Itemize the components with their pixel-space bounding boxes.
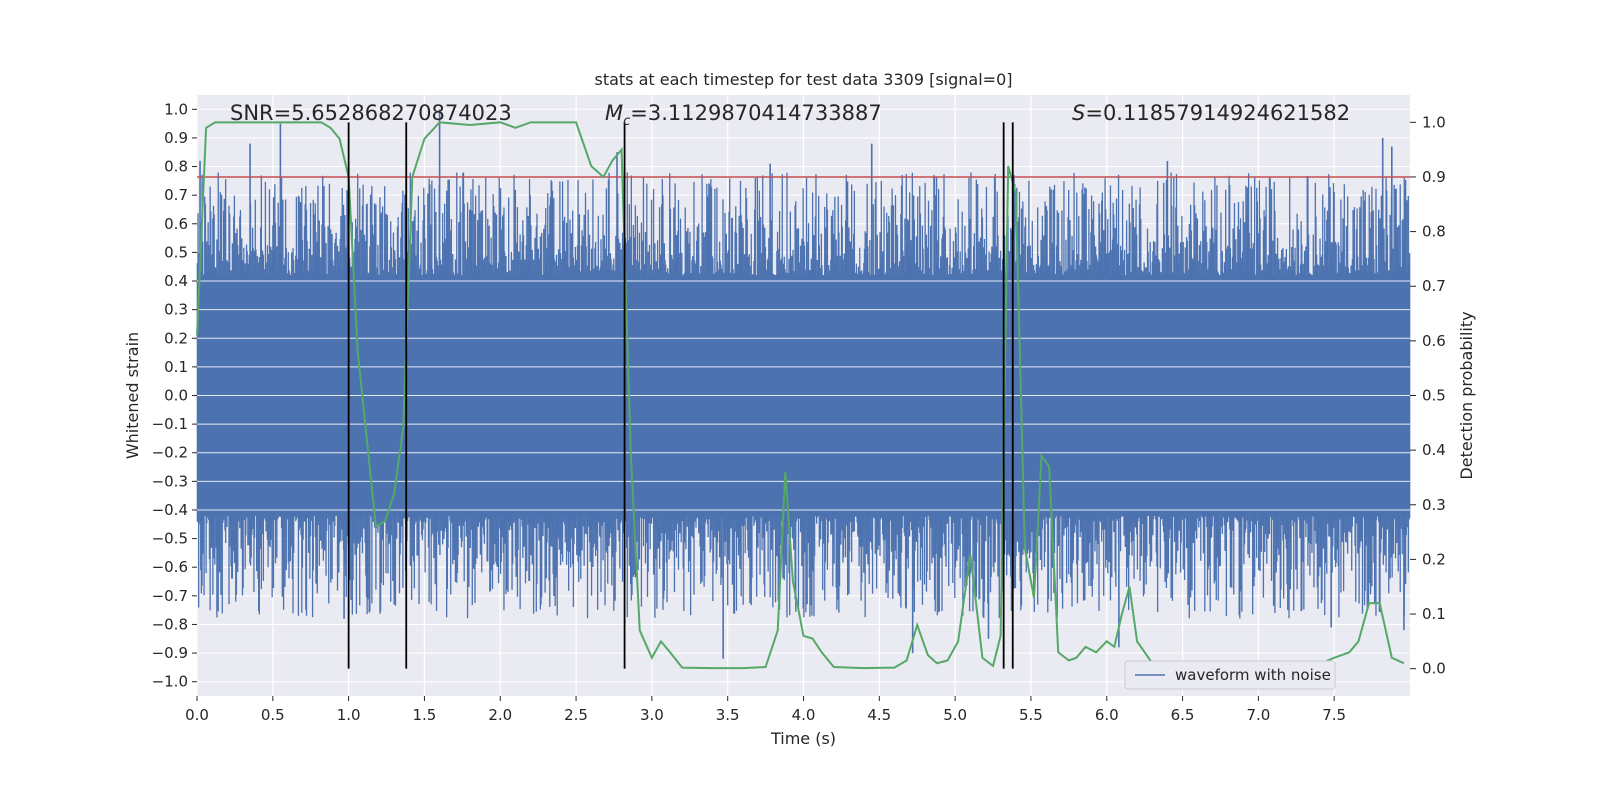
y-left-tick-label: −1.0 xyxy=(152,673,188,691)
x-tick-label: 3.0 xyxy=(640,706,664,724)
x-tick-label: 3.5 xyxy=(716,706,740,724)
y-left-tick-label: 0.7 xyxy=(164,186,188,204)
vertical-markers xyxy=(347,122,1014,669)
x-tick-label: 2.0 xyxy=(488,706,512,724)
y-left-tick-label: −0.2 xyxy=(152,444,188,462)
x-tick-label: 5.5 xyxy=(1019,706,1043,724)
x-tick-label: 4.5 xyxy=(867,706,891,724)
x-tick-label: 5.0 xyxy=(943,706,967,724)
axes: 0.0 0.5 1.0 1.5 2.0 2.5 3.0 3.5 4.0 4.5 5.0 5.5 6.0 6… xyxy=(152,100,1446,724)
s-annotation: S=0.11857914924621582 xyxy=(1072,101,1350,125)
y-right-tick-label: 1.0 xyxy=(1422,113,1446,131)
y-left-tick-label: −0.9 xyxy=(152,644,188,662)
y-left-tick-label: −0.1 xyxy=(152,415,188,433)
y-right-tick-label: 0.7 xyxy=(1422,277,1446,295)
chart-title: stats at each timestep for test data 330… xyxy=(594,70,1012,89)
s-symbol: S xyxy=(1072,101,1085,125)
y-left-tick-label: −0.8 xyxy=(152,615,188,633)
y-right-tick-label: 0.9 xyxy=(1422,168,1446,186)
y-left-tick-label: −0.7 xyxy=(152,587,188,605)
y-left-tick-label: 0.0 xyxy=(164,387,188,405)
legend-waveform-label: waveform with noise xyxy=(1175,666,1331,684)
x-tick-label: 1.5 xyxy=(413,706,437,724)
y-left-tick-label: 1.0 xyxy=(164,100,188,118)
y-left-tick-label: 0.8 xyxy=(164,158,188,176)
x-tick-label: 4.0 xyxy=(792,706,816,724)
x-tick-label: 6.5 xyxy=(1171,706,1195,724)
x-tick-label: 1.0 xyxy=(337,706,361,724)
y-right-tick-label: 0.6 xyxy=(1422,332,1446,350)
x-tick-label: 6.0 xyxy=(1095,706,1119,724)
y-left-tick-label: −0.5 xyxy=(152,530,188,548)
chirp-mass-annotation: Mc=3.1129870414733887 xyxy=(605,101,882,129)
mc-symbol: M xyxy=(605,101,623,125)
y-right-tick-label: 0.1 xyxy=(1422,605,1446,623)
mc-subscript: c xyxy=(623,114,630,129)
y-right-tick-label: 0.0 xyxy=(1422,660,1446,678)
probability-line xyxy=(196,121,1405,670)
y-left-tick-label: −0.4 xyxy=(152,501,188,519)
probability-layer xyxy=(196,121,1405,670)
s-value: =0.11857914924621582 xyxy=(1085,101,1350,125)
y-left-tick-label: 0.4 xyxy=(164,272,188,290)
y-right-tick-label: 0.5 xyxy=(1422,387,1446,405)
y-axis-left-label: Whitened strain xyxy=(123,332,142,459)
legend: waveform with noise xyxy=(1124,660,1336,690)
y-right-tick-label: 0.4 xyxy=(1422,441,1446,459)
y-left-tick-label: 0.2 xyxy=(164,329,188,347)
legend-box xyxy=(1124,660,1336,690)
y-left-tick-label: −0.3 xyxy=(152,472,188,490)
y-left-tick-label: −0.6 xyxy=(152,558,188,576)
y-right-tick-label: 0.2 xyxy=(1422,550,1446,568)
snr-annotation: SNR=5.652868270874023 xyxy=(230,101,512,125)
x-tick-label: 2.5 xyxy=(564,706,588,724)
y-axis-right-label: Detection probability xyxy=(1457,311,1476,479)
x-tick-label: 0.5 xyxy=(261,706,285,724)
y-left-tick-label: 0.9 xyxy=(164,129,188,147)
mc-value: =3.1129870414733887 xyxy=(630,101,881,125)
y-right-tick-label: 0.8 xyxy=(1422,223,1446,241)
y-right-tick-label: 0.3 xyxy=(1422,496,1446,514)
x-tick-label: 0.0 xyxy=(185,706,209,724)
y-left-tick-label: 0.1 xyxy=(164,358,188,376)
y-left-tick-label: 0.5 xyxy=(164,243,188,261)
y-left-tick-label: 0.3 xyxy=(164,301,188,319)
y-left-tick-label: 0.6 xyxy=(164,215,188,233)
x-tick-label: 7.5 xyxy=(1322,706,1346,724)
x-axis-label: Time (s) xyxy=(770,729,836,748)
waveform-series xyxy=(196,109,1411,659)
x-tick-label: 7.0 xyxy=(1246,706,1270,724)
